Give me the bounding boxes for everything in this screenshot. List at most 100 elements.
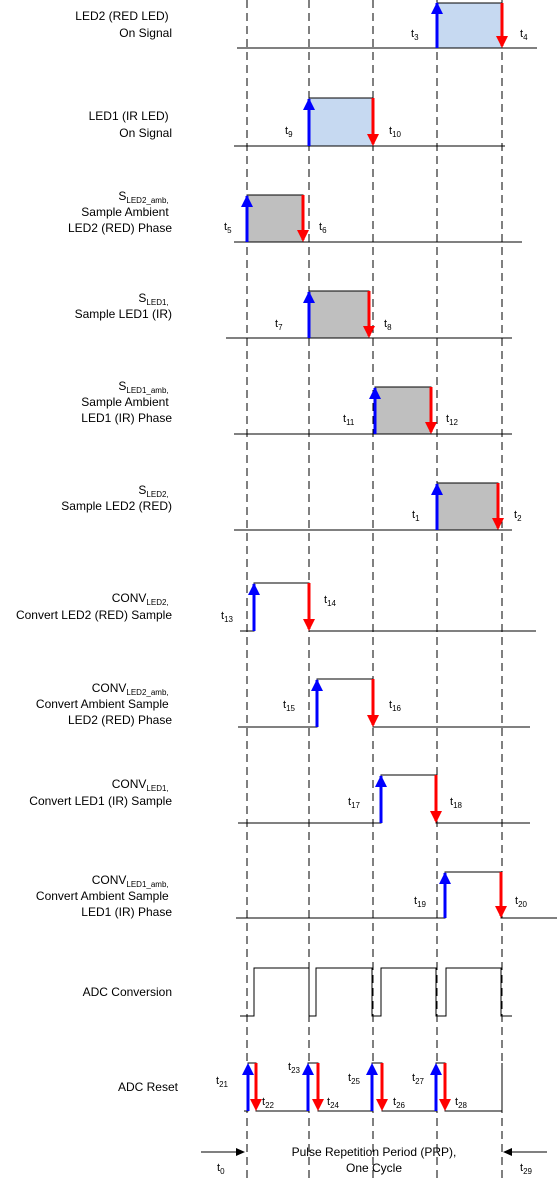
time-label-t16: t16 bbox=[389, 699, 402, 713]
time-label-t24: t24 bbox=[327, 1096, 340, 1110]
convert-waveform bbox=[238, 678, 530, 728]
row-sample-led1: SLED1, Sample LED1 (IR) t7 t8 bbox=[75, 290, 512, 339]
row-led2-on-signal: LED2 (RED LED) On Signal t3 t4 bbox=[75, 2, 537, 49]
row-label: CONVLED2_amb, Convert Ambient Sample LED… bbox=[36, 681, 172, 727]
phase-guide-lines bbox=[246, 0, 503, 1178]
row-adc-reset: ADC Reset t21 t22 t23 t24 t25 t26 t27 t2… bbox=[118, 1061, 503, 1112]
row-label: ADC Conversion bbox=[83, 985, 172, 999]
rise-arrowhead bbox=[375, 775, 387, 787]
time-label-t18: t18 bbox=[450, 796, 463, 810]
time-label-t28: t28 bbox=[455, 1096, 468, 1110]
row-label: SLED2, Sample LED2 (RED) bbox=[61, 483, 172, 513]
convert-waveform bbox=[238, 774, 530, 824]
row-sample-led2-ambient: SLED2_amb, Sample Ambient LED2 (RED) Pha… bbox=[68, 189, 522, 243]
fall-arrowhead bbox=[363, 326, 375, 338]
time-label-t23: t23 bbox=[288, 1061, 301, 1075]
fall-arrowhead bbox=[297, 230, 309, 242]
row-label: SLED1, Sample LED1 (IR) bbox=[75, 291, 172, 321]
prp-label-line2: One Cycle bbox=[346, 1161, 402, 1175]
rise-arrowhead bbox=[311, 679, 323, 691]
time-label-t8: t8 bbox=[384, 318, 392, 332]
prp-annotation: Pulse Repetition Period (PRP), One Cycle… bbox=[201, 1145, 547, 1176]
row-convert-led2: CONVLED2, Convert LED2 (RED) Sample t13 … bbox=[16, 582, 536, 632]
time-label-t2: t2 bbox=[514, 509, 522, 523]
rise-arrowhead bbox=[431, 2, 443, 14]
time-label-t20: t20 bbox=[515, 895, 528, 909]
sample-pulse bbox=[374, 386, 432, 435]
time-label-t15: t15 bbox=[283, 699, 296, 713]
row-label: CONVLED1_amb, Convert Ambient Sample LED… bbox=[36, 873, 172, 919]
row-label: ADC Reset bbox=[118, 1080, 179, 1094]
rise-arrowhead bbox=[242, 1063, 254, 1075]
rise-arrowhead bbox=[431, 483, 443, 495]
time-label-t14: t14 bbox=[324, 594, 337, 608]
row-sample-led1-ambient: SLED1_amb, Sample Ambient LED1 (IR) Phas… bbox=[81, 379, 512, 435]
fall-arrowhead bbox=[367, 134, 379, 146]
time-label-t17: t17 bbox=[348, 796, 361, 810]
sample-pulse bbox=[308, 290, 370, 339]
rise-arrowhead bbox=[303, 98, 315, 110]
adc-conversion-waveform bbox=[240, 967, 512, 1017]
time-label-t3: t3 bbox=[411, 28, 419, 42]
fall-arrowhead bbox=[439, 1099, 451, 1111]
fall-arrowhead bbox=[312, 1099, 324, 1111]
row-label: SLED1_amb, Sample Ambient LED1 (IR) Phas… bbox=[81, 379, 172, 425]
fall-arrowhead bbox=[425, 422, 437, 434]
prp-start-arrowhead bbox=[236, 1148, 245, 1156]
row-convert-led1-ambient: CONVLED1_amb, Convert Ambient Sample LED… bbox=[36, 871, 557, 919]
rise-arrowhead bbox=[302, 1063, 314, 1075]
convert-waveform bbox=[240, 582, 536, 632]
time-label-t10: t10 bbox=[389, 125, 402, 139]
time-label-t0: t0 bbox=[217, 1162, 225, 1176]
time-label-t26: t26 bbox=[393, 1096, 406, 1110]
time-label-t1: t1 bbox=[412, 509, 420, 523]
time-label-t9: t9 bbox=[285, 125, 293, 139]
prp-label-line1: Pulse Repetition Period (PRP), bbox=[292, 1145, 457, 1159]
time-label-t5: t5 bbox=[224, 221, 232, 235]
time-label-t22: t22 bbox=[262, 1096, 275, 1110]
rise-arrowhead bbox=[369, 387, 381, 399]
fall-arrowhead bbox=[367, 715, 379, 727]
row-label: LED1 (IR LED) On Signal bbox=[89, 109, 172, 140]
row-led1-on-signal: LED1 (IR LED) On Signal t9 t10 bbox=[89, 97, 505, 147]
time-label-t12: t12 bbox=[446, 413, 459, 427]
rise-arrowhead bbox=[241, 195, 253, 207]
time-label-t13: t13 bbox=[221, 610, 234, 624]
fall-arrowhead bbox=[250, 1099, 262, 1111]
led2-on-pulse bbox=[436, 2, 503, 49]
fall-arrowhead bbox=[495, 906, 507, 918]
row-label: CONVLED1, Convert LED1 (IR) Sample bbox=[29, 777, 172, 808]
row-label: CONVLED2, Convert LED2 (RED) Sample bbox=[16, 591, 172, 622]
row-adc-conversion: ADC Conversion bbox=[83, 967, 512, 1017]
time-label-t29: t29 bbox=[520, 1162, 533, 1176]
row-sample-led2: SLED2, Sample LED2 (RED) t1 t2 bbox=[61, 482, 522, 531]
time-label-t4: t4 bbox=[520, 28, 528, 42]
rise-arrowhead bbox=[430, 1063, 442, 1075]
prp-end-arrowhead bbox=[503, 1148, 512, 1156]
led1-on-pulse bbox=[308, 97, 374, 147]
time-label-t6: t6 bbox=[319, 221, 327, 235]
row-label: LED2 (RED LED) On Signal bbox=[75, 9, 172, 40]
sample-pulse bbox=[246, 194, 304, 243]
fall-arrowhead bbox=[496, 36, 508, 48]
fall-arrowhead bbox=[303, 619, 315, 631]
time-label-t11: t11 bbox=[343, 413, 355, 427]
rise-arrowhead bbox=[439, 872, 451, 884]
rise-arrowhead bbox=[366, 1063, 378, 1075]
convert-waveform bbox=[236, 871, 557, 919]
time-label-t21: t21 bbox=[216, 1075, 229, 1089]
row-convert-led1: CONVLED1, Convert LED1 (IR) Sample t17 t… bbox=[29, 774, 530, 824]
row-label: SLED2_amb, Sample Ambient LED2 (RED) Pha… bbox=[68, 189, 172, 235]
fall-arrowhead bbox=[376, 1099, 388, 1111]
sample-pulse bbox=[436, 482, 499, 531]
time-label-t27: t27 bbox=[412, 1072, 425, 1086]
time-label-t25: t25 bbox=[348, 1072, 361, 1086]
rise-arrowhead bbox=[303, 291, 315, 303]
time-label-t7: t7 bbox=[275, 318, 283, 332]
rise-arrowhead bbox=[248, 583, 260, 595]
time-label-t19: t19 bbox=[414, 895, 427, 909]
fall-arrowhead bbox=[430, 811, 442, 823]
fall-arrowhead bbox=[492, 518, 504, 530]
row-convert-led2-ambient: CONVLED2_amb, Convert Ambient Sample LED… bbox=[36, 678, 530, 728]
